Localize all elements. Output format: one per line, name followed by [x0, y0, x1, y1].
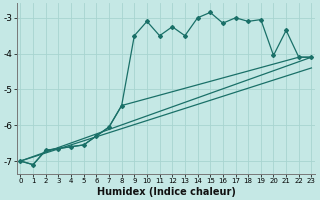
X-axis label: Humidex (Indice chaleur): Humidex (Indice chaleur)	[97, 187, 236, 197]
